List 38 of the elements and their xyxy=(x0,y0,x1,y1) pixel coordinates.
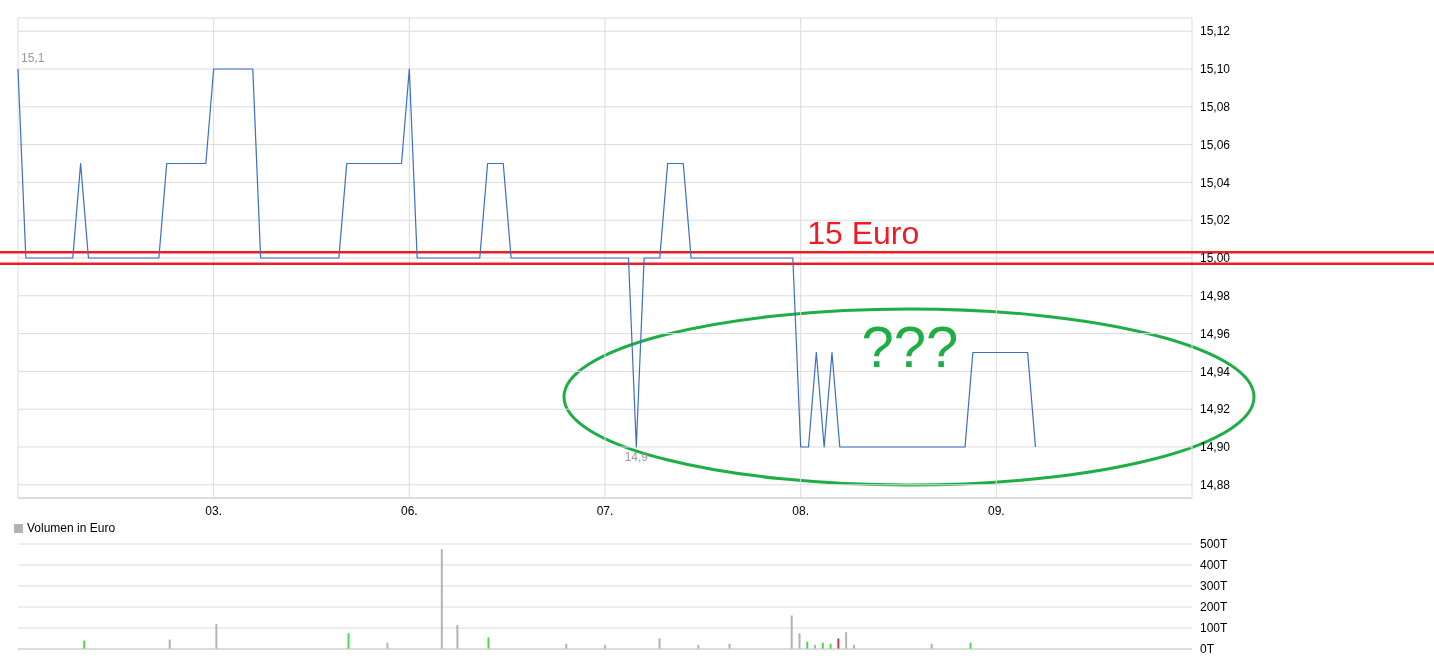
y-tick-label: 14,96 xyxy=(1200,326,1231,341)
y-tick-label: 0T xyxy=(1200,642,1215,657)
x-tick-label: 09. xyxy=(987,503,1005,518)
bar xyxy=(440,549,443,649)
bar xyxy=(347,633,350,649)
x-tick-label: 08. xyxy=(792,503,810,518)
bar xyxy=(790,615,793,649)
line-series xyxy=(17,68,1037,448)
y-tick-label: 100T xyxy=(1200,621,1229,636)
y-tick-label: 15,08 xyxy=(1200,100,1231,115)
x-tick-label: 07. xyxy=(596,503,614,518)
y-tick-label: 200T xyxy=(1200,600,1229,615)
y-tick-label: 15,10 xyxy=(1200,62,1231,77)
legend-label: Volumen in Euro xyxy=(27,521,116,535)
y-tick-label: 15,00 xyxy=(1200,251,1231,266)
annotation: ??? xyxy=(860,314,960,379)
y-tick-label: 14,88 xyxy=(1200,478,1231,493)
y-tick-label: 15,04 xyxy=(1200,175,1231,190)
y-tick-label: 15,02 xyxy=(1200,213,1231,228)
bar xyxy=(456,624,459,649)
x-tick-label: 06. xyxy=(400,503,418,518)
x-tick-label: 03. xyxy=(205,503,223,518)
bar xyxy=(798,633,801,649)
y-tick-label: 14,92 xyxy=(1200,402,1231,417)
annotation: 15,1 xyxy=(21,51,45,65)
y-tick-label: 400T xyxy=(1200,558,1229,573)
ref-line-label: 15 Euro xyxy=(807,215,920,252)
bar xyxy=(845,632,848,649)
y-tick-label: 300T xyxy=(1200,579,1229,594)
annotation: 14,9 xyxy=(624,450,649,465)
y-tick-label: 14,98 xyxy=(1200,289,1231,304)
bar xyxy=(215,623,218,649)
bar xyxy=(487,637,490,649)
y-tick-label: 500T xyxy=(1200,537,1229,552)
y-tick-label: 15,06 xyxy=(1200,137,1231,152)
y-tick-label: 14,94 xyxy=(1200,364,1231,379)
y-tick-label: 14,90 xyxy=(1200,440,1231,455)
y-tick-label: 15,12 xyxy=(1200,24,1231,39)
